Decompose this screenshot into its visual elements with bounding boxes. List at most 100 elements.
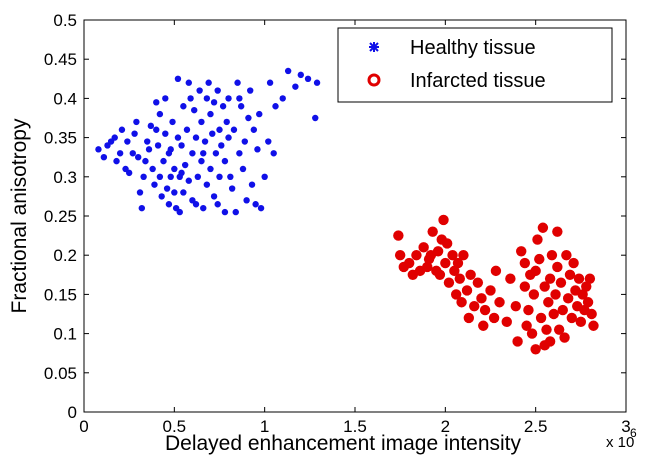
healthy-point bbox=[180, 103, 187, 110]
healthy-point bbox=[124, 138, 131, 145]
x-axis-multiplier: x 10 6 bbox=[606, 426, 637, 451]
healthy-point bbox=[185, 177, 192, 184]
healthy-point bbox=[116, 150, 124, 157]
healthy-point bbox=[252, 201, 259, 208]
healthy-point bbox=[304, 75, 312, 83]
healthy-point bbox=[165, 201, 173, 208]
infarcted-point bbox=[541, 324, 552, 335]
healthy-point bbox=[149, 165, 156, 173]
healthy-point bbox=[214, 201, 221, 208]
infarcted-point bbox=[534, 253, 545, 265]
y-tick-label: 0.05 bbox=[44, 364, 77, 383]
healthy-point bbox=[200, 150, 207, 157]
infarcted-point bbox=[494, 297, 505, 308]
infarcted-point bbox=[463, 312, 475, 324]
infarcted-point bbox=[469, 300, 480, 312]
healthy-point bbox=[118, 126, 126, 133]
healthy-point bbox=[187, 95, 194, 102]
healthy-point bbox=[145, 146, 153, 153]
x-multiplier-base: x 10 bbox=[606, 434, 634, 451]
healthy-point bbox=[151, 181, 158, 188]
healthy-point bbox=[147, 122, 155, 130]
infarcted-point bbox=[552, 226, 563, 237]
infarcted-point bbox=[519, 257, 531, 269]
x-tick-label: 2 bbox=[441, 417, 450, 436]
healthy-point bbox=[191, 106, 198, 114]
healthy-point bbox=[292, 83, 299, 90]
healthy-point bbox=[205, 79, 212, 86]
healthy-point bbox=[140, 173, 147, 180]
infarcted-point bbox=[555, 277, 567, 288]
infarcted-point bbox=[559, 332, 570, 343]
healthy-point bbox=[192, 201, 200, 208]
infarcted-point bbox=[490, 265, 502, 277]
healthy-point bbox=[207, 110, 214, 118]
infarcted-point bbox=[568, 257, 579, 269]
healthy-point bbox=[142, 157, 149, 165]
infarcted-point bbox=[505, 273, 516, 284]
infarcted-point bbox=[584, 273, 596, 284]
healthy-point bbox=[181, 161, 189, 169]
healthy-point bbox=[198, 157, 205, 165]
infarcted-point bbox=[586, 308, 597, 320]
healthy-point bbox=[236, 95, 243, 102]
infarcted-point bbox=[581, 281, 592, 292]
infarcted-point bbox=[521, 320, 532, 331]
infarcted-point bbox=[512, 336, 523, 347]
infarcted-point bbox=[553, 324, 565, 335]
infarcted-point bbox=[472, 277, 484, 288]
infarcted-point bbox=[543, 297, 554, 308]
infarcted-point bbox=[526, 328, 538, 339]
healthy-point bbox=[225, 134, 232, 141]
asterisk-stroke bbox=[369, 42, 379, 52]
healthy-point bbox=[178, 142, 185, 149]
healthy-point bbox=[219, 103, 227, 110]
infarcted-point bbox=[575, 316, 587, 328]
infarcted-point bbox=[544, 273, 556, 284]
y-tick-label: 0.3 bbox=[53, 168, 77, 187]
healthy-point bbox=[162, 130, 169, 137]
healthy-point bbox=[129, 150, 136, 157]
healthy-point bbox=[176, 208, 183, 216]
infarcted-point bbox=[564, 269, 576, 280]
healthy-point bbox=[254, 146, 261, 153]
healthy-point bbox=[153, 99, 160, 106]
healthy-point bbox=[247, 87, 254, 94]
healthy-point bbox=[111, 134, 118, 141]
infarcted-point bbox=[427, 226, 438, 237]
x-tick-label: 2.5 bbox=[524, 417, 548, 436]
infarcted-point bbox=[530, 265, 541, 277]
healthy-point bbox=[192, 134, 200, 141]
healthy-point bbox=[313, 79, 321, 86]
infarcted-point bbox=[552, 261, 563, 273]
healthy-point bbox=[198, 118, 205, 126]
healthy-point bbox=[203, 95, 211, 102]
legend-healthy-label: Healthy tissue bbox=[410, 37, 536, 59]
healthy-point bbox=[221, 157, 229, 165]
legend-infarcted-label: Infarcted tissue bbox=[410, 70, 546, 92]
healthy-point bbox=[174, 134, 182, 141]
healthy-point bbox=[185, 79, 192, 86]
infarcted-point bbox=[441, 238, 453, 249]
x-axis-title: Delayed enhancement image intensity bbox=[165, 432, 522, 455]
y-tick-label: 0.25 bbox=[44, 207, 77, 226]
healthy-point bbox=[162, 95, 169, 102]
healthy-point bbox=[225, 95, 232, 102]
healthy-point bbox=[265, 138, 272, 145]
infarcted-point bbox=[561, 250, 572, 261]
infarcted-point bbox=[537, 222, 549, 233]
healthy-point bbox=[171, 165, 178, 173]
infarcted-point bbox=[573, 273, 585, 284]
healthy-point bbox=[174, 75, 182, 83]
y-tick-label: 0.1 bbox=[53, 325, 77, 344]
infarcted-point bbox=[546, 250, 558, 261]
healthy-point bbox=[216, 173, 223, 180]
healthy-point bbox=[218, 142, 225, 149]
infarcted-point bbox=[404, 257, 415, 269]
healthy-point bbox=[212, 150, 220, 157]
infarcted-point bbox=[422, 261, 433, 273]
healthy-point bbox=[272, 103, 279, 110]
infarcted-point bbox=[550, 289, 561, 300]
data-points bbox=[95, 67, 599, 355]
healthy-point bbox=[297, 71, 304, 79]
